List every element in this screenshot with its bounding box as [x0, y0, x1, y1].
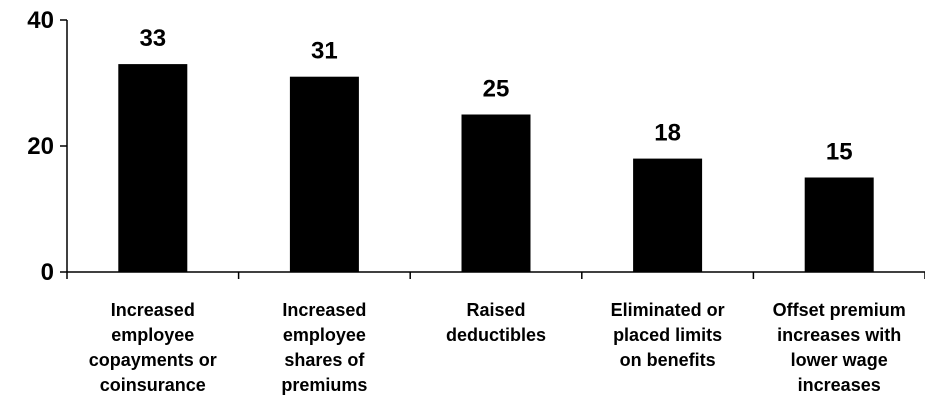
- x-tick-label: Offset premium increases with lower wage in…: [773, 300, 906, 395]
- x-tick-label-line: employee: [283, 325, 366, 345]
- x-tick-label-line: on benefits: [620, 350, 716, 370]
- x-tick-label-line: Offset premium: [773, 300, 906, 320]
- x-tick-label: Increased employee copayments or coinsuranc…: [89, 300, 217, 395]
- data-label: 31: [311, 38, 338, 65]
- x-tick-label: Eliminated or placed limits on benefits: [611, 300, 725, 370]
- labels: 33 Increased employee copayments or coinsura…: [89, 25, 906, 395]
- x-tick-label-line: shares of: [284, 350, 365, 370]
- x-tick-label: Increased employee shares of premiums: [281, 300, 367, 395]
- data-label: 18: [654, 120, 681, 147]
- x-tick-label-line: employee: [111, 325, 194, 345]
- x-tick-label-line: increases: [798, 375, 881, 395]
- y-tick-label: 20: [27, 133, 54, 160]
- x-tick-label-line: premiums: [281, 375, 367, 395]
- x-tick-label-line: Increased: [282, 300, 366, 320]
- x-tick-label: Raised deductibles: [446, 300, 546, 345]
- x-tick-label-line: copayments or: [89, 350, 217, 370]
- data-label: 25: [483, 76, 510, 103]
- x-tick-label-line: lower wage: [791, 350, 888, 370]
- x-tick-label-line: Eliminated or: [611, 300, 725, 320]
- bar: [461, 114, 531, 272]
- bars: [118, 64, 874, 272]
- bar: [118, 64, 188, 272]
- x-tick-label-line: coinsurance: [100, 375, 206, 395]
- x-tick-label-line: increases with: [777, 325, 901, 345]
- x-tick-label-line: placed limits: [613, 325, 722, 345]
- axes: 0 20 40: [27, 7, 925, 286]
- x-tick-label-line: Raised: [466, 300, 525, 320]
- bar: [633, 158, 703, 272]
- data-label: 15: [826, 139, 853, 166]
- bar: [804, 177, 874, 272]
- bar: [289, 76, 359, 272]
- x-tick-label-line: Increased: [111, 300, 195, 320]
- y-tick-label: 0: [41, 259, 54, 286]
- x-tick-label-line: deductibles: [446, 325, 546, 345]
- data-label: 33: [139, 25, 166, 52]
- y-tick-label: 40: [27, 7, 54, 34]
